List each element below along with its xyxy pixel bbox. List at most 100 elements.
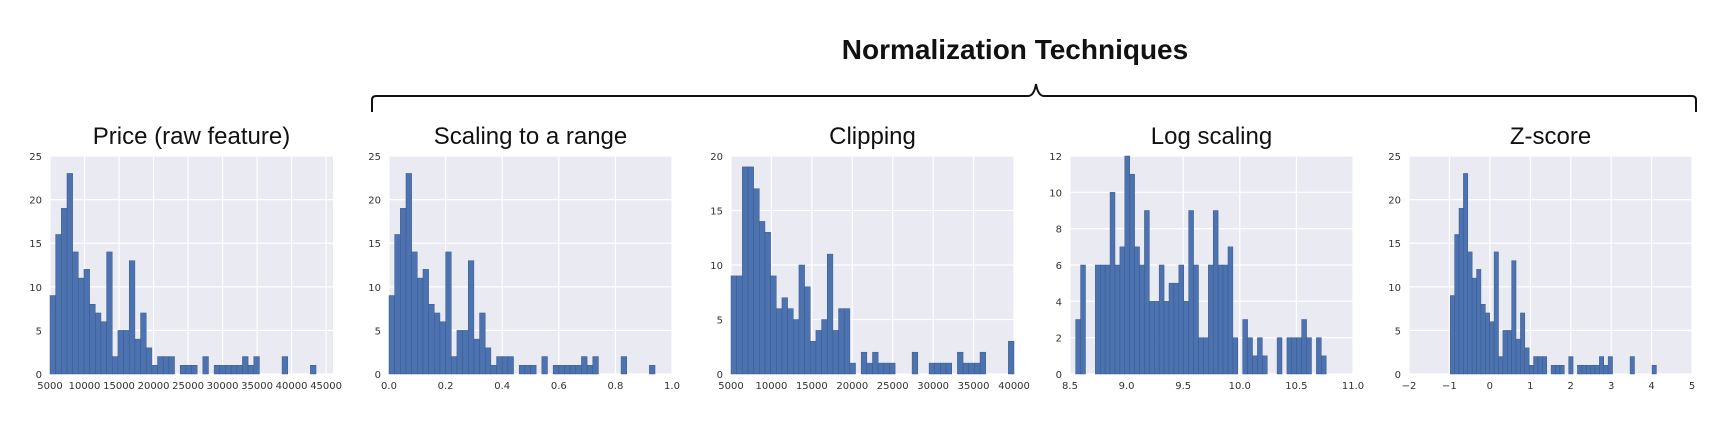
histogram-bar: [55, 234, 62, 375]
x-tick-label: 4: [1648, 381, 1654, 392]
histogram-bar: [962, 362, 969, 375]
y-tick-label: 5: [36, 326, 42, 337]
panel-title: Z-score: [1510, 123, 1591, 150]
x-tick-label: 11.0: [1342, 381, 1364, 392]
x-tick-label: 40000: [998, 381, 1030, 392]
histogram-bar: [569, 365, 577, 375]
histogram-bar: [1227, 246, 1234, 375]
y-tick-label: 15: [1388, 239, 1401, 250]
histogram-bar: [1129, 173, 1135, 375]
histogram-bar: [405, 173, 412, 375]
histogram-bar: [1232, 337, 1239, 375]
x-tick-label: 10.5: [1285, 381, 1307, 392]
histogram-bar: [1577, 365, 1583, 375]
histogram-bar: [945, 362, 952, 375]
histogram-bar: [1480, 303, 1486, 375]
histogram-bar: [911, 351, 919, 375]
histogram-bar: [1217, 264, 1224, 375]
y-tick-label: 10: [1388, 283, 1401, 294]
histogram-bar: [934, 362, 941, 375]
x-tick-label: 10000: [69, 381, 101, 392]
histogram-bar: [428, 303, 435, 375]
histogram-bar: [112, 356, 119, 375]
histogram-bar: [1458, 208, 1464, 375]
x-tick-label: 8.5: [1062, 381, 1078, 392]
histogram-bar: [849, 362, 856, 375]
x-tick-label: 0.4: [494, 381, 510, 392]
histogram-bar: [1585, 365, 1591, 375]
histogram-bar: [281, 356, 288, 375]
y-tick-label: 20: [29, 196, 42, 207]
histogram-bar: [776, 308, 783, 375]
histogram-bar: [1104, 264, 1111, 375]
histogram-bar: [889, 362, 896, 375]
histogram-bar: [66, 173, 73, 375]
histogram-bar: [247, 365, 255, 375]
histogram-bar: [1515, 338, 1521, 375]
histogram-bar: [253, 356, 260, 375]
histogram-bar: [1301, 319, 1307, 375]
histogram-bar: [1286, 337, 1293, 375]
x-tick-label: 30000: [207, 381, 239, 392]
histogram-bar: [1555, 365, 1561, 375]
histogram-bar: [1321, 355, 1327, 375]
histogram-bar: [1178, 264, 1184, 375]
histogram-bar: [49, 295, 56, 375]
histogram-bars: [388, 173, 656, 375]
histogram-bar: [1163, 301, 1170, 375]
y-tick-label: 5: [1395, 326, 1401, 337]
histogram-bar: [1507, 330, 1512, 375]
histogram-bar: [759, 221, 766, 375]
histogram-bar: [552, 365, 560, 375]
histogram-bar: [1262, 355, 1268, 375]
histogram-bar: [564, 365, 571, 375]
histogram-bar: [1603, 365, 1609, 375]
histogram-bar: [1247, 337, 1253, 375]
histogram-bar: [1222, 264, 1229, 375]
histogram-bar: [242, 356, 249, 375]
x-tick-label: 5: [1689, 381, 1695, 392]
histogram-bar: [1537, 356, 1543, 375]
histogram-bars: [730, 166, 1015, 375]
figure-title: Normalization Techniques: [842, 34, 1188, 65]
x-tick-label: 10000: [756, 381, 788, 392]
histogram-bar: [826, 253, 834, 375]
histogram-bar: [462, 330, 469, 375]
x-tick-label: 5000: [718, 381, 743, 392]
histogram-bar: [422, 269, 429, 375]
x-tick-label: 9.5: [1175, 381, 1191, 392]
histogram-bar: [742, 166, 749, 375]
histogram-bar: [1651, 365, 1657, 375]
histogram-bar: [1449, 295, 1455, 375]
x-tick-label: 5000: [37, 381, 62, 392]
x-tick-label: 45000: [310, 381, 342, 392]
histogram-bar: [202, 356, 209, 375]
histogram-bar: [140, 312, 147, 375]
histogram-bar: [1476, 269, 1482, 375]
histogram-bar: [128, 260, 136, 375]
histogram-panel: 5000 10000 15000 20000 25000 30000 35000 40000 4…: [29, 123, 342, 392]
histogram-bar: [72, 251, 79, 375]
histogram-bar: [145, 347, 153, 375]
histogram-bar: [445, 251, 452, 375]
histogram-bar: [843, 308, 851, 375]
histogram-bar: [230, 365, 238, 375]
histogram-bar: [1533, 356, 1539, 375]
histogram-bar: [479, 312, 486, 375]
histogram-bar: [1149, 301, 1155, 375]
histogram-bar: [1498, 356, 1504, 375]
histogram-bar: [979, 351, 986, 375]
x-tick-label: 0: [1487, 381, 1493, 392]
x-tick-label: 0.8: [607, 381, 623, 392]
histogram-panel: 0.0 0.2 0.4 0.6 0.8 1.0 0 5 10 15 20 25 Scaling to a…: [368, 123, 680, 392]
histogram-bar: [496, 356, 503, 375]
y-tick-label: 0: [717, 370, 723, 381]
histogram-bar: [61, 208, 68, 375]
histogram-bar: [1485, 312, 1490, 375]
histogram-bar: [809, 341, 817, 375]
y-tick-label: 15: [368, 239, 381, 250]
histogram-bar: [940, 362, 947, 375]
histogram-bar: [1188, 210, 1194, 375]
histogram-bar: [1134, 246, 1140, 375]
histogram-bar: [1242, 319, 1248, 375]
